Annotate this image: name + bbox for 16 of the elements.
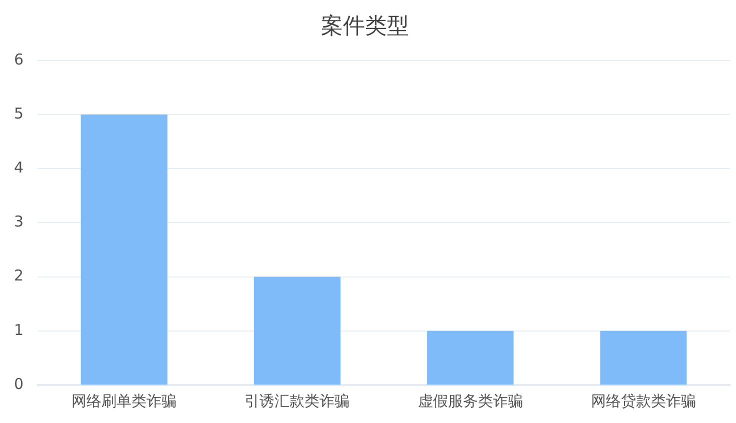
- y-tick-label: 1: [14, 320, 24, 339]
- y-tick-label: 2: [14, 266, 24, 285]
- chart-title: 案件类型: [321, 14, 409, 39]
- x-tick-label: 虚假服务类诈骗: [418, 392, 523, 410]
- bar: [600, 330, 687, 384]
- y-tick-label: 4: [14, 158, 24, 176]
- y-tick-label: 6: [14, 50, 24, 68]
- x-tick-label: 引诱汇款类诈骗: [244, 392, 350, 410]
- bar: [80, 114, 168, 384]
- bar: [254, 276, 340, 384]
- x-tick-label: 网络刷单类诈骗: [72, 392, 177, 410]
- x-tick-label: 网络贷款类诈骗: [590, 392, 696, 410]
- y-tick-label: 3: [14, 212, 24, 231]
- y-tick-label: 5: [14, 104, 24, 122]
- y-tick-label: 0: [14, 374, 24, 393]
- bar: [427, 330, 514, 384]
